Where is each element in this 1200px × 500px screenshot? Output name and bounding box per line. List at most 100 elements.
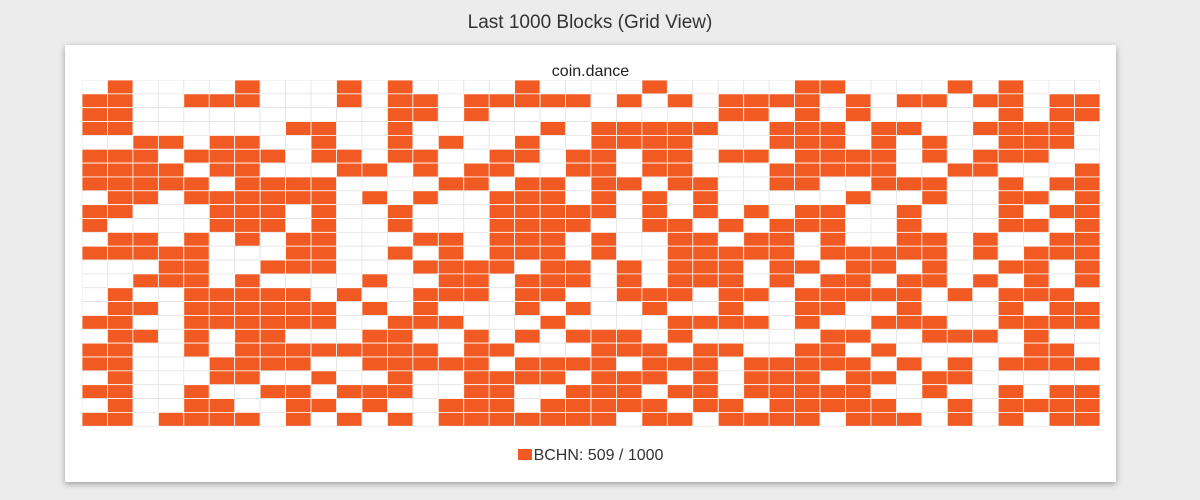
block-cell-bchn[interactable] bbox=[1074, 162, 1100, 178]
block-cell-bchn[interactable] bbox=[870, 135, 897, 150]
block-cell-empty[interactable] bbox=[412, 370, 439, 386]
block-cell-empty[interactable] bbox=[132, 370, 159, 386]
block-cell-empty[interactable] bbox=[972, 287, 999, 303]
block-cell-bchn[interactable] bbox=[997, 93, 1025, 109]
block-cell-bchn[interactable] bbox=[692, 121, 719, 136]
block-cell-empty[interactable] bbox=[412, 80, 439, 95]
block-cell-bchn[interactable] bbox=[259, 301, 286, 316]
block-cell-empty[interactable] bbox=[972, 259, 999, 275]
block-cell-bchn[interactable] bbox=[794, 259, 821, 275]
block-cell-bchn[interactable] bbox=[1048, 398, 1075, 413]
block-cell-bchn[interactable] bbox=[132, 190, 159, 206]
block-cell-bchn[interactable] bbox=[208, 287, 236, 303]
block-cell-empty[interactable] bbox=[107, 259, 134, 275]
block-cell-empty[interactable] bbox=[310, 356, 337, 372]
block-cell-empty[interactable] bbox=[386, 398, 414, 413]
block-cell-bchn[interactable] bbox=[1023, 287, 1050, 303]
block-cell-empty[interactable] bbox=[870, 328, 897, 344]
block-cell-bchn[interactable] bbox=[616, 370, 643, 386]
block-cell-empty[interactable] bbox=[692, 301, 719, 316]
block-cell-empty[interactable] bbox=[641, 384, 668, 399]
block-cell-bchn[interactable] bbox=[717, 148, 745, 164]
block-cell-bchn[interactable] bbox=[819, 287, 846, 303]
block-cell-empty[interactable] bbox=[870, 107, 897, 122]
block-cell-empty[interactable] bbox=[132, 121, 159, 136]
block-cell-bchn[interactable] bbox=[692, 384, 719, 399]
block-cell-bchn[interactable] bbox=[870, 315, 897, 330]
block-cell-empty[interactable] bbox=[336, 231, 363, 247]
block-cell-empty[interactable] bbox=[845, 80, 872, 95]
block-cell-empty[interactable] bbox=[157, 231, 185, 247]
block-cell-bchn[interactable] bbox=[768, 411, 796, 427]
block-cell-empty[interactable] bbox=[717, 384, 745, 399]
block-cell-bchn[interactable] bbox=[336, 287, 363, 303]
block-cell-empty[interactable] bbox=[514, 315, 541, 330]
block-cell-bchn[interactable] bbox=[488, 370, 516, 386]
block-cell-empty[interactable] bbox=[285, 135, 312, 150]
block-cell-bchn[interactable] bbox=[107, 148, 134, 164]
block-cell-bchn[interactable] bbox=[819, 135, 846, 150]
block-cell-empty[interactable] bbox=[437, 204, 465, 219]
block-cell-empty[interactable] bbox=[692, 148, 719, 164]
block-cell-bchn[interactable] bbox=[641, 148, 668, 164]
block-cell-bchn[interactable] bbox=[285, 287, 312, 303]
block-cell-empty[interactable] bbox=[463, 80, 490, 95]
block-cell-bchn[interactable] bbox=[794, 384, 821, 399]
block-cell-empty[interactable] bbox=[590, 259, 617, 275]
block-cell-empty[interactable] bbox=[183, 218, 210, 233]
block-cell-bchn[interactable] bbox=[845, 398, 872, 413]
block-cell-bchn[interactable] bbox=[488, 245, 516, 261]
block-cell-empty[interactable] bbox=[565, 121, 592, 136]
block-cell-bchn[interactable] bbox=[412, 162, 439, 178]
block-cell-bchn[interactable] bbox=[386, 245, 414, 261]
block-cell-empty[interactable] bbox=[463, 121, 490, 136]
block-cell-bchn[interactable] bbox=[107, 411, 134, 427]
block-cell-bchn[interactable] bbox=[463, 356, 490, 372]
block-cell-empty[interactable] bbox=[616, 148, 643, 164]
block-cell-empty[interactable] bbox=[234, 384, 261, 399]
block-cell-bchn[interactable] bbox=[183, 176, 210, 192]
block-cell-bchn[interactable] bbox=[921, 231, 948, 247]
block-cell-empty[interactable] bbox=[82, 398, 108, 413]
block-cell-empty[interactable] bbox=[208, 259, 236, 275]
block-cell-bchn[interactable] bbox=[590, 204, 617, 219]
block-cell-empty[interactable] bbox=[437, 370, 465, 386]
block-cell-empty[interactable] bbox=[972, 301, 999, 316]
block-cell-bchn[interactable] bbox=[921, 190, 948, 206]
block-cell-empty[interactable] bbox=[692, 80, 719, 95]
block-cell-empty[interactable] bbox=[361, 148, 388, 164]
block-cell-bchn[interactable] bbox=[743, 93, 770, 109]
block-cell-empty[interactable] bbox=[437, 107, 465, 122]
block-cell-bchn[interactable] bbox=[539, 190, 566, 206]
block-cell-bchn[interactable] bbox=[285, 384, 312, 399]
block-cell-empty[interactable] bbox=[921, 411, 948, 427]
block-cell-empty[interactable] bbox=[386, 231, 414, 247]
block-cell-bchn[interactable] bbox=[997, 356, 1025, 372]
block-cell-bchn[interactable] bbox=[259, 218, 286, 233]
block-cell-empty[interactable] bbox=[285, 273, 312, 289]
block-cell-bchn[interactable] bbox=[234, 148, 261, 164]
block-cell-empty[interactable] bbox=[539, 162, 566, 178]
block-cell-bchn[interactable] bbox=[997, 135, 1025, 150]
block-cell-bchn[interactable] bbox=[768, 176, 796, 192]
block-cell-bchn[interactable] bbox=[361, 356, 388, 372]
block-cell-bchn[interactable] bbox=[819, 273, 846, 289]
block-cell-empty[interactable] bbox=[437, 80, 465, 95]
block-cell-bchn[interactable] bbox=[641, 190, 668, 206]
block-cell-empty[interactable] bbox=[208, 273, 236, 289]
block-cell-bchn[interactable] bbox=[946, 162, 974, 178]
block-cell-bchn[interactable] bbox=[896, 315, 923, 330]
block-cell-bchn[interactable] bbox=[946, 356, 974, 372]
block-cell-bchn[interactable] bbox=[386, 342, 414, 358]
block-cell-bchn[interactable] bbox=[234, 204, 261, 219]
block-cell-empty[interactable] bbox=[997, 245, 1025, 261]
block-cell-bchn[interactable] bbox=[794, 301, 821, 316]
block-cell-bchn[interactable] bbox=[794, 218, 821, 233]
block-cell-bchn[interactable] bbox=[539, 356, 566, 372]
block-cell-bchn[interactable] bbox=[845, 245, 872, 261]
block-cell-empty[interactable] bbox=[107, 273, 134, 289]
block-cell-bchn[interactable] bbox=[463, 162, 490, 178]
block-cell-empty[interactable] bbox=[285, 328, 312, 344]
block-cell-bchn[interactable] bbox=[768, 135, 796, 150]
block-cell-bchn[interactable] bbox=[666, 135, 694, 150]
